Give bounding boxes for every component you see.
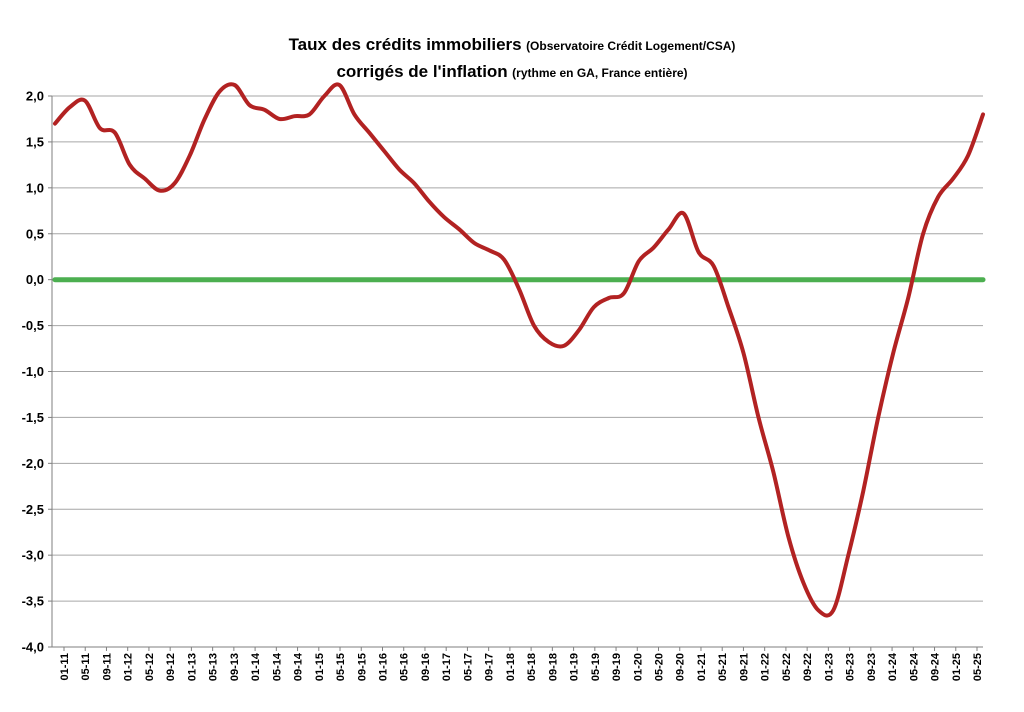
x-tick-label: 05-15 — [335, 653, 347, 681]
x-tick-label: 05-19 — [590, 653, 602, 681]
grid-layer — [52, 95, 983, 648]
x-tick-label: 09-21 — [738, 653, 750, 681]
x-tick-label: 05-25 — [972, 653, 984, 681]
x-tick-label: 09-13 — [229, 653, 241, 681]
y-tick-label: 0,5 — [26, 226, 44, 241]
x-tick-label: 09-22 — [802, 653, 814, 681]
x-tick-label: 01-20 — [632, 653, 644, 681]
y-tick-label: -4,0 — [22, 640, 44, 655]
y-tick-label: 2,0 — [26, 89, 44, 104]
x-tick-label: 05-20 — [654, 653, 666, 681]
x-tick-label: 01-13 — [186, 653, 198, 681]
x-tick-label: 09-19 — [611, 653, 623, 681]
x-tick-label: 09-15 — [356, 653, 368, 681]
x-tick-label: 05-11 — [80, 653, 92, 681]
title-line2-main: corrigés de l'inflation — [336, 62, 508, 81]
x-tick-label: 09-12 — [165, 653, 177, 681]
chart-title: Taux des crédits immobiliers (Observatoi… — [0, 32, 1024, 86]
x-tick-label: 09-23 — [866, 653, 878, 681]
x-tick-label: 05-22 — [781, 653, 793, 681]
x-tick-label: 01-23 — [823, 653, 835, 681]
x-tick-label: 01-22 — [760, 653, 772, 681]
y-tick-label: -1,5 — [22, 410, 44, 425]
x-tick-label: 09-16 — [420, 653, 432, 681]
y-tick-label: -2,0 — [22, 456, 44, 471]
x-tick-label: 09-11 — [101, 653, 113, 681]
y-tick-label: 0,0 — [26, 272, 44, 287]
x-tick-label: 09-20 — [675, 653, 687, 681]
y-tick-label: -1,0 — [22, 364, 44, 379]
y-tick-label: 1,5 — [26, 134, 44, 149]
x-tick-label: 01-17 — [441, 653, 453, 681]
series-line-taux-reel — [53, 82, 985, 618]
x-tick-label: 09-14 — [293, 652, 305, 681]
x-tick-label: 05-17 — [462, 653, 474, 681]
x-tick-label: 05-16 — [399, 653, 411, 681]
y-tick-label: 1,0 — [26, 180, 44, 195]
x-tick-label: 05-13 — [208, 653, 220, 681]
title-line2-sub: (rythme en GA, France entière) — [512, 66, 688, 80]
series-layer — [52, 82, 986, 618]
x-tick-label: 09-18 — [547, 653, 559, 681]
x-tick-label: 01-11 — [59, 653, 71, 681]
x-tick-label: 05-21 — [717, 653, 729, 681]
y-tick-label: -3,5 — [22, 594, 44, 609]
x-tick-label: 05-18 — [526, 653, 538, 681]
x-tick-label: 01-19 — [569, 653, 581, 681]
x-tick-label: 09-17 — [484, 653, 496, 681]
x-tick-label: 05-23 — [845, 653, 857, 681]
x-tick-label: 05-14 — [271, 652, 283, 681]
x-tick-label: 01-21 — [696, 653, 708, 681]
x-tick-label: 01-14 — [250, 652, 262, 681]
y-tick-label: -3,0 — [22, 548, 44, 563]
x-tick-label: 01-18 — [505, 653, 517, 681]
title-line1-main: Taux des crédits immobiliers — [288, 35, 522, 54]
label-layer: 2,0 1,5 1,0 0,5 0,0 -0,5 -1,0 -1,5 -2,0 -2,5 -3,0 -… — [22, 89, 984, 682]
x-tick-label: 01-25 — [951, 653, 963, 681]
x-tick-label: 05-12 — [144, 653, 156, 681]
y-tick-label: -0,5 — [22, 318, 44, 333]
x-tick-label: 09-24 — [930, 652, 942, 681]
x-tick-label: 01-12 — [123, 653, 135, 681]
x-tick-label: 05-24 — [908, 652, 920, 681]
x-tick-label: 01-24 — [887, 652, 899, 681]
axis-layer — [48, 95, 983, 651]
x-tick-label: 01-16 — [377, 653, 389, 681]
x-tick-label: 01-15 — [314, 653, 326, 681]
y-tick-label: -2,5 — [22, 502, 44, 517]
title-line1-sub: (Observatoire Crédit Logement/CSA) — [526, 39, 736, 53]
